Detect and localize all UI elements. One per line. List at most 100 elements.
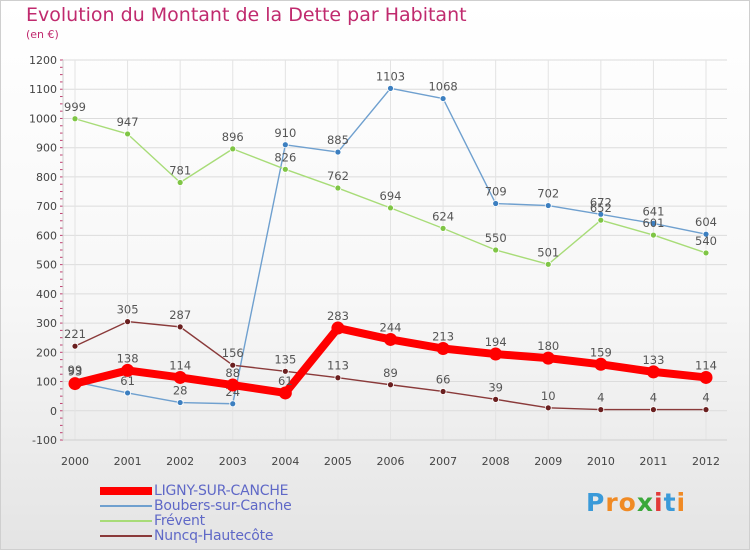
data-label: 194 [485, 335, 507, 349]
legend-item-ligny: LIGNY-SUR-CANCHE [100, 484, 360, 499]
data-label: 781 [169, 163, 191, 177]
legend-label-frevent: Frévent [154, 513, 205, 529]
data-label: 1068 [428, 80, 457, 94]
data-point [331, 321, 345, 335]
data-point [71, 342, 79, 350]
chart-subtitle: (en €) [26, 28, 59, 41]
logo-letter: i [654, 488, 664, 517]
data-label: 305 [117, 303, 139, 317]
data-point [492, 200, 500, 207]
data-label: 604 [695, 215, 717, 229]
data-point [439, 95, 447, 102]
data-label: 709 [485, 185, 507, 199]
y-tick-label: 1000 [29, 112, 57, 125]
data-label: 694 [380, 189, 402, 203]
legend-swatch-frevent [100, 520, 152, 522]
x-tick-label: 2010 [587, 455, 615, 468]
data-label: 4 [650, 391, 657, 405]
data-point [492, 246, 500, 254]
data-point [124, 130, 131, 138]
data-point [124, 318, 131, 326]
data-label: 4 [597, 391, 604, 405]
data-label: 550 [485, 231, 507, 245]
logo-letter: P [586, 488, 606, 517]
data-label: 133 [642, 353, 664, 367]
data-point [176, 399, 184, 406]
x-tick-label: 2005 [324, 455, 352, 468]
logo-letter: r [605, 488, 619, 517]
data-point [646, 365, 660, 379]
y-tick-label: 800 [36, 171, 57, 184]
data-point [439, 388, 447, 395]
y-tick-label: 900 [36, 142, 57, 155]
data-label: 28 [173, 384, 188, 398]
data-point [71, 115, 79, 123]
data-label: 4 [702, 391, 709, 405]
data-point [124, 389, 131, 397]
data-label: 61 [278, 374, 293, 388]
data-point [544, 260, 552, 268]
data-label: 885 [327, 133, 349, 147]
data-label: 896 [222, 130, 244, 144]
x-tick-label: 2009 [534, 455, 562, 468]
data-point [702, 249, 710, 257]
data-point [387, 84, 394, 92]
y-tick-label: 300 [36, 317, 57, 330]
logo-letter: t [663, 488, 677, 517]
data-label: 999 [64, 100, 86, 114]
data-label: 180 [537, 339, 559, 353]
x-tick-label: 2006 [377, 455, 405, 468]
legend-item-nuncq: Nuncq-Hautecôte [100, 529, 360, 544]
y-tick-label: 200 [36, 346, 57, 359]
data-label: 287 [169, 308, 191, 322]
data-point [544, 202, 552, 209]
data-point [650, 219, 657, 227]
proxiti-logo: Proxiti [586, 488, 686, 517]
x-tick-label: 2000 [61, 455, 89, 468]
data-label: 910 [274, 126, 296, 140]
y-tick-label: 0 [50, 405, 57, 418]
data-label: 540 [695, 234, 717, 248]
data-label: 601 [642, 216, 664, 230]
data-point [281, 165, 289, 173]
x-tick-label: 2002 [166, 455, 194, 468]
logo-letter: x [636, 488, 654, 517]
data-point [334, 374, 342, 382]
data-label: 244 [380, 320, 402, 334]
logo-letter: o [618, 488, 637, 517]
legend-label-ligny: LIGNY-SUR-CANCHE [154, 483, 289, 499]
x-tick-label: 2011 [639, 455, 667, 468]
data-point [281, 141, 289, 149]
y-tick-label: 400 [36, 288, 57, 301]
data-point [597, 406, 605, 414]
x-tick-label: 2012 [692, 455, 720, 468]
data-label: 501 [537, 245, 559, 259]
data-point [492, 395, 500, 403]
data-point [384, 332, 397, 346]
legend-label-nuncq: Nuncq-Hautecôte [154, 528, 274, 544]
data-label: 641 [642, 204, 664, 218]
data-label: 89 [383, 366, 398, 380]
x-tick-label: 2004 [271, 455, 299, 468]
y-tick-label: 500 [36, 259, 57, 272]
data-point [229, 145, 237, 153]
data-point [334, 148, 342, 156]
data-label: 10 [541, 389, 556, 403]
data-label: 66 [436, 372, 451, 386]
x-tick-label: 2007 [429, 455, 457, 468]
legend-swatch-boubers [100, 505, 152, 507]
legend-item-boubers: Boubers-sur-Canche [100, 499, 360, 514]
legend-label-boubers: Boubers-sur-Canche [154, 498, 292, 514]
data-point [229, 400, 237, 408]
data-label: 113 [327, 359, 349, 373]
data-label: 159 [590, 345, 612, 359]
data-label: 624 [432, 209, 454, 223]
data-label: 39 [488, 380, 503, 394]
data-point [702, 230, 710, 238]
data-point [699, 370, 713, 384]
y-tick-label: 700 [36, 200, 57, 213]
chart-title: Evolution du Montant de la Dette par Hab… [26, 4, 467, 26]
data-point [594, 357, 608, 371]
